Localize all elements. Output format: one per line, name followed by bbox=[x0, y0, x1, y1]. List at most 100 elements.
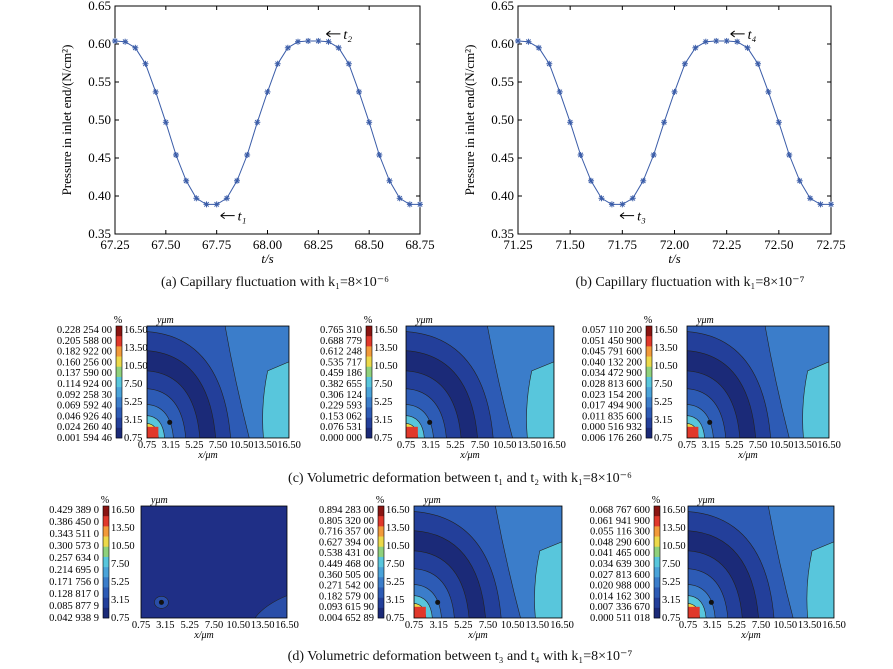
colorbar-value: 0.538 431 00 bbox=[319, 548, 374, 559]
data-point bbox=[546, 60, 553, 67]
x-tick-label: 68.25 bbox=[304, 237, 333, 252]
data-point bbox=[535, 44, 542, 51]
colorbar-value: 0.894 283 00 bbox=[319, 505, 374, 516]
colorbar-value: 0.004 652 89 bbox=[319, 613, 374, 624]
colorbar-swatch bbox=[103, 556, 109, 568]
colorbar-swatch bbox=[116, 336, 122, 347]
contour-field bbox=[147, 326, 289, 438]
data-point bbox=[692, 44, 699, 51]
y-tick-label: 0.55 bbox=[88, 74, 111, 89]
data-point bbox=[284, 44, 291, 51]
data-point bbox=[598, 195, 605, 202]
colorbar-value: 0.028 813 600 bbox=[582, 379, 642, 390]
colorbar-axis-label: 16.50 bbox=[374, 325, 398, 336]
colorbar-value: 0.160 256 00 bbox=[57, 357, 112, 368]
x-tick-label: 7.50 bbox=[479, 620, 497, 631]
x-tick-label: 13.50 bbox=[254, 440, 278, 451]
colorbar-value: 0.429 389 0 bbox=[49, 505, 99, 516]
colorbar-frame bbox=[653, 505, 661, 619]
plot-frame bbox=[687, 505, 835, 619]
colorbar-swatch bbox=[116, 427, 122, 439]
x-tick-label: 5.25 bbox=[727, 620, 745, 631]
colorbar-value: 0.612 248 bbox=[320, 347, 362, 358]
y-tick-label: 0.55 bbox=[491, 74, 514, 89]
colorbar-value: 0.014 162 300 bbox=[590, 591, 650, 602]
contour-peak bbox=[435, 599, 441, 605]
colorbar-value: 0.045 791 600 bbox=[582, 347, 642, 358]
y-tick-label: 0.45 bbox=[88, 150, 111, 165]
x-tick-label: 72.75 bbox=[816, 237, 845, 252]
colorbar-axis-label: 0.75 bbox=[654, 433, 672, 444]
data-point bbox=[112, 37, 118, 44]
contour-hotspot bbox=[414, 606, 426, 618]
colorbar-value: 0.000 516 932 bbox=[582, 422, 642, 433]
colorbar-value: 0.805 320 00 bbox=[319, 516, 374, 527]
x-tick-label: 7.50 bbox=[752, 620, 770, 631]
colorbar-swatch bbox=[378, 597, 384, 609]
colorbar-swatch bbox=[116, 366, 122, 378]
colorbar-value: 0.034 639 300 bbox=[590, 559, 650, 570]
colorbar-swatch bbox=[116, 397, 122, 408]
colorbar-swatch bbox=[646, 397, 652, 408]
data-point bbox=[723, 37, 730, 44]
annotation: t₃ bbox=[619, 210, 646, 225]
data-point bbox=[213, 201, 220, 208]
data-point bbox=[223, 195, 230, 202]
x-axis-label: x/μm bbox=[197, 450, 217, 461]
colorbar-axis-label: 7.50 bbox=[111, 559, 129, 570]
y-tick-label: 0.50 bbox=[491, 112, 514, 127]
data-point bbox=[577, 151, 584, 158]
contour-hotspot bbox=[688, 606, 700, 618]
colorbar-swatch bbox=[654, 587, 660, 598]
data-point bbox=[702, 38, 709, 45]
x-tick-label: 68.75 bbox=[405, 237, 434, 252]
colorbar-value: 0.182 579 00 bbox=[319, 591, 374, 602]
x-tick-label: 71.50 bbox=[556, 237, 585, 252]
annotation-arrow bbox=[326, 30, 341, 38]
colorbar-value: 0.182 922 00 bbox=[57, 347, 112, 358]
colorbar-swatch bbox=[646, 427, 652, 439]
annotation-label: t₃ bbox=[637, 210, 646, 225]
colorbar-value: 0.048 290 600 bbox=[590, 537, 650, 548]
colorbar-axis-label: 10.50 bbox=[662, 541, 686, 552]
colorbar-swatch bbox=[654, 597, 660, 609]
contour-region bbox=[526, 361, 554, 438]
x-tick-label: 0.75 bbox=[679, 620, 697, 631]
data-point bbox=[234, 177, 240, 184]
annotation-label: t₂ bbox=[343, 28, 352, 43]
colorbar-swatch bbox=[116, 346, 122, 357]
colorbar-unit: % bbox=[364, 315, 372, 326]
colorbar-swatch bbox=[646, 336, 652, 347]
x-tick-label: 7.50 bbox=[471, 440, 489, 451]
x-tick-label: 67.75 bbox=[202, 237, 231, 252]
y-tick-label: 0.50 bbox=[88, 112, 111, 127]
y-tick-label: 0.40 bbox=[491, 188, 514, 203]
colorbar-axis-label: 3.15 bbox=[662, 595, 680, 606]
y-tick-label: 0.60 bbox=[491, 36, 514, 51]
x-tick-label: 3.15 bbox=[429, 620, 447, 631]
plot-frame bbox=[413, 505, 563, 619]
data-point bbox=[608, 201, 615, 208]
annotation: t₁ bbox=[220, 210, 246, 225]
x-tick-label: 16.50 bbox=[817, 440, 841, 451]
colorbar-swatch bbox=[378, 516, 384, 527]
colorbar-value: 0.228 254 00 bbox=[57, 325, 112, 336]
x-tick-label: 0.75 bbox=[138, 440, 156, 451]
colorbar-swatch bbox=[366, 356, 372, 368]
colorbar-swatch bbox=[103, 536, 109, 548]
colorbar-swatch bbox=[366, 366, 372, 378]
colorbar-value: 0.688 779 bbox=[320, 336, 362, 347]
colorbar-axis-label: 5.25 bbox=[662, 577, 680, 588]
colorbar-axis-label: 5.25 bbox=[654, 397, 672, 408]
colorbar-value: 0.020 988 000 bbox=[590, 581, 650, 592]
x-tick-label: 16.50 bbox=[822, 620, 846, 631]
colorbar-axis-label: 0.75 bbox=[111, 613, 129, 624]
y-tick-label: 0.35 bbox=[491, 226, 514, 241]
x-tick-label: 3.15 bbox=[161, 440, 179, 451]
colorbar-value: 0.535 717 bbox=[320, 357, 362, 368]
colorbar-swatch bbox=[103, 567, 109, 578]
colorbar-swatch bbox=[116, 356, 122, 368]
x-tick-label: 16.50 bbox=[550, 620, 574, 631]
